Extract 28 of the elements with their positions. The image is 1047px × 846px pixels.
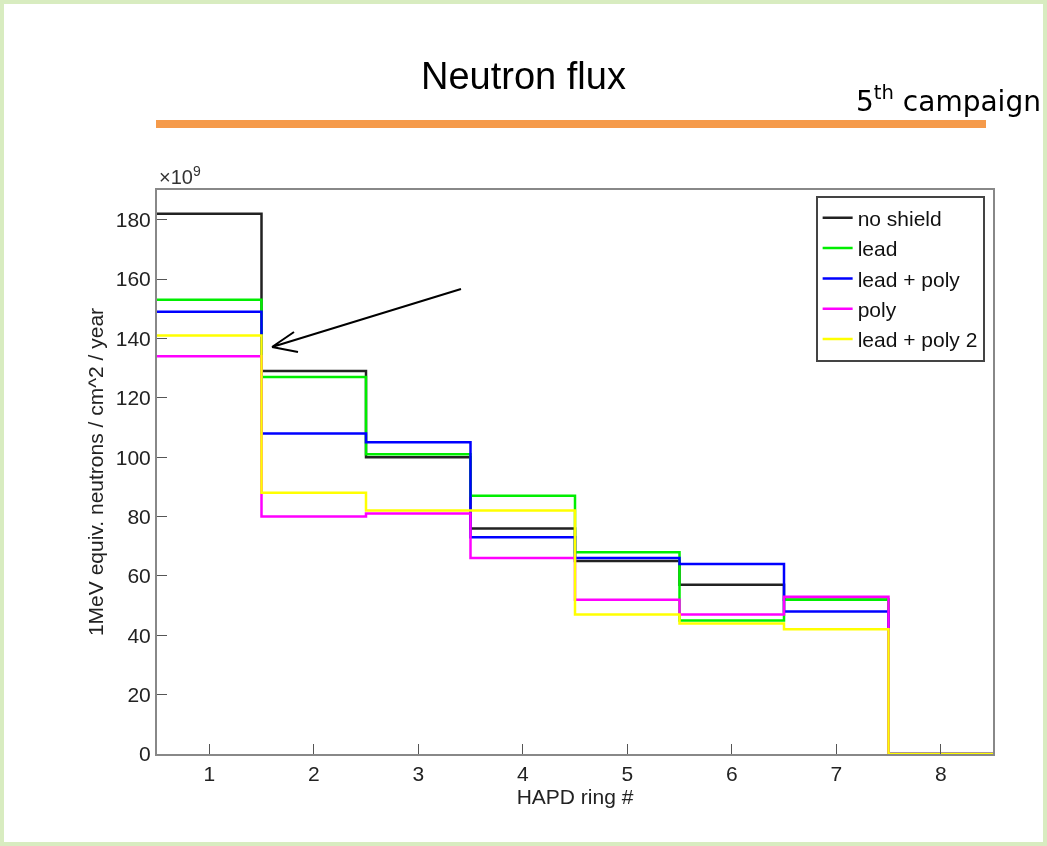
y-tick-label: 100: [115, 445, 151, 469]
y-tick-label: 120: [115, 386, 151, 410]
legend-label: no shield: [857, 206, 942, 230]
x-tick-label: 1: [203, 762, 216, 786]
x-tick-label: 6: [725, 762, 738, 786]
y-axis-title: 1MeV equiv. neutrons / cm^2 / year: [84, 307, 108, 637]
legend-label: lead: [857, 237, 898, 261]
text: ×10$^{9}$: [159, 163, 201, 189]
y-tick-label: 180: [115, 208, 151, 232]
y-tick-label: 160: [115, 267, 151, 291]
x-tick-label: 2: [307, 762, 320, 786]
x-axis-title: HAPD ring #: [516, 785, 634, 809]
chart-subtitle: 5$^{th}$ campaign: [856, 81, 1041, 118]
x-tick-label: 7: [830, 762, 843, 786]
x-tick-label: 3: [412, 762, 425, 786]
y-tick-label: 80: [127, 504, 151, 528]
y-tick-label: 140: [115, 326, 151, 350]
x-tick-label: 4: [516, 762, 529, 786]
y-tick-label: 0: [139, 742, 151, 766]
chart-title: Neutron flux: [421, 54, 626, 97]
legend-label: lead + poly 2: [857, 328, 978, 352]
legend-label: poly: [857, 297, 897, 321]
y-tick-label: 40: [127, 623, 151, 647]
x-tick-label: 8: [934, 762, 947, 786]
y-tick-label: 60: [127, 564, 151, 588]
y-tick-label: 20: [127, 682, 151, 706]
legend-label: lead + poly: [857, 267, 961, 291]
x-tick-label: 5: [621, 762, 634, 786]
